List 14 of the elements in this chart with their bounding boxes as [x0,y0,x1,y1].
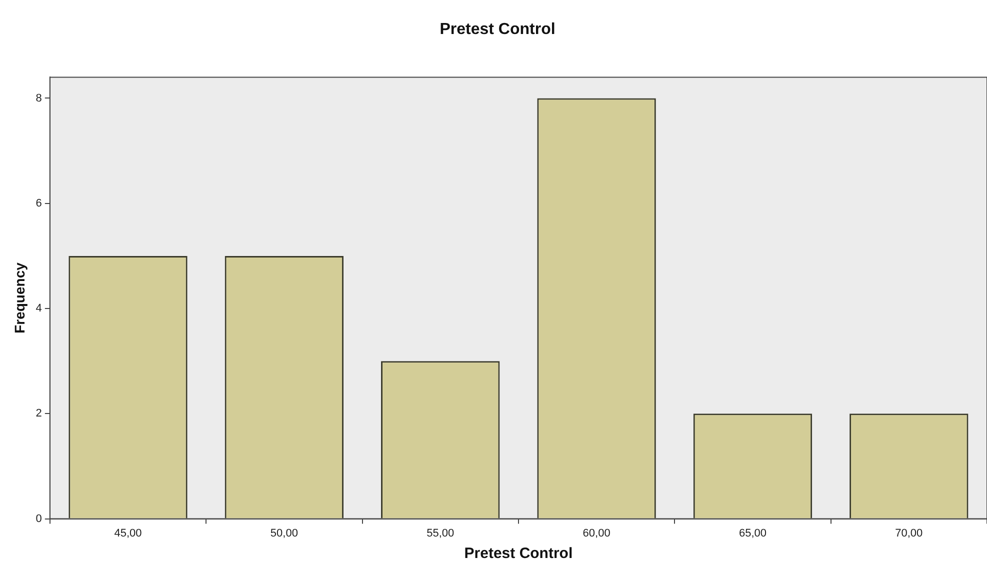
x-tick-label: 45,00 [114,527,142,540]
chart-title: Pretest Control [440,21,556,38]
x-tick-label: 50,00 [270,527,298,540]
x-tick-label: 70,00 [895,527,923,540]
y-axis-title: Frequency [11,262,28,334]
y-tick-label: 0 [36,512,42,525]
y-tick-label: 4 [36,302,42,315]
x-axis-title: Pretest Control [464,545,573,562]
x-tick-label: 65,00 [738,527,766,540]
y-tick-label: 8 [36,92,42,104]
y-tick-label: 2 [36,408,42,420]
y-tick-label: 6 [36,197,42,210]
x-tick-label: 60,00 [582,527,610,540]
x-tick-label: 55,00 [426,527,454,540]
